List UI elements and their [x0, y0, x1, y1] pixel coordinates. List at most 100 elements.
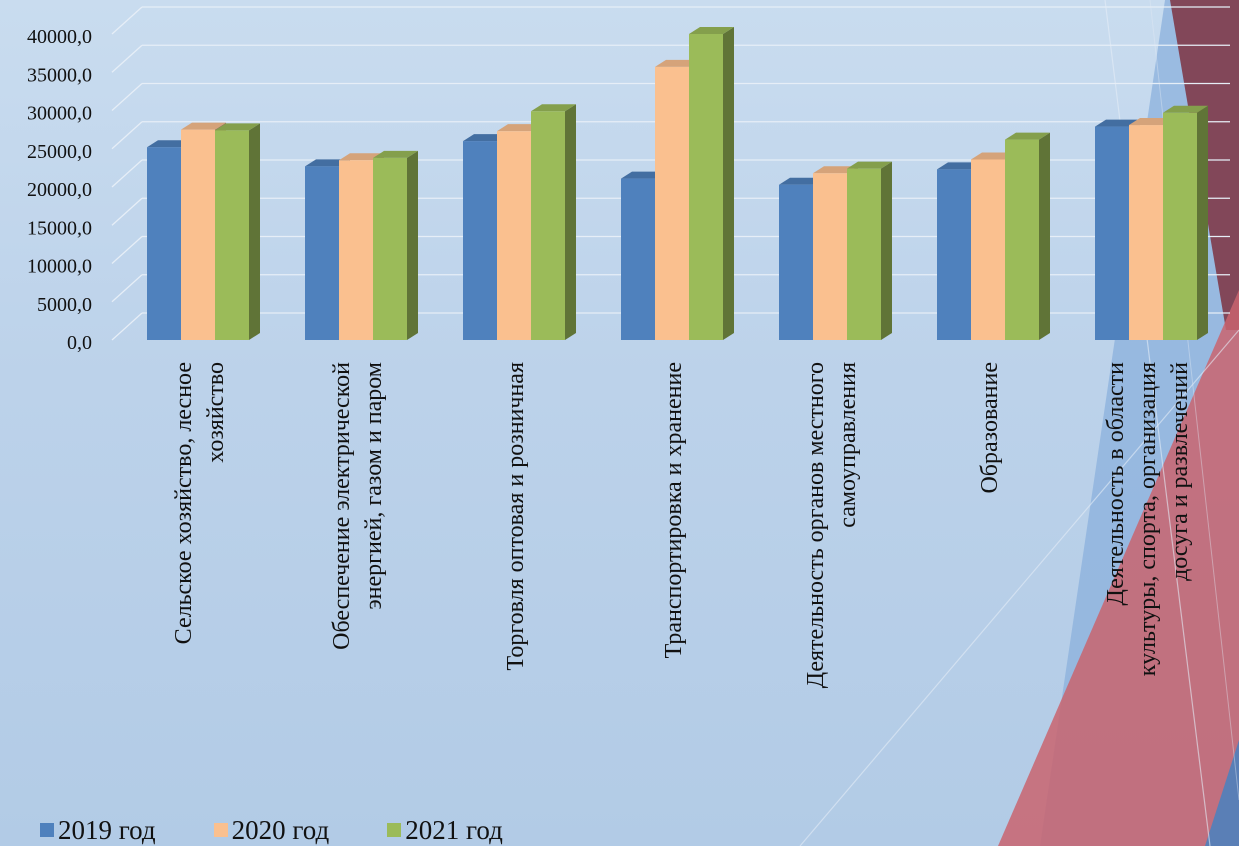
y-tick-label: 40000,0 — [27, 26, 92, 48]
y-tick-label: 30000,0 — [27, 103, 92, 125]
x-axis: Сельское хозяйство, лесное хозяйство Обесп… — [171, 362, 1193, 688]
bar-top — [531, 104, 576, 112]
gridline-diag — [111, 44, 143, 73]
bar-front — [689, 34, 723, 340]
gridline-diag — [111, 197, 143, 226]
bar-top — [463, 134, 508, 142]
chart-legend: 2019 год 2020 год 2021 год — [40, 815, 503, 845]
x-tick-label-line: самоуправления — [835, 362, 861, 528]
decor-blue-corner — [1205, 740, 1239, 846]
bar-side — [407, 150, 418, 340]
legend-label-2021: 2021 год — [405, 814, 503, 845]
bar-front — [339, 160, 373, 340]
bar-front — [1005, 139, 1039, 340]
bar-top — [339, 153, 384, 161]
y-tick-label: 10000,0 — [27, 256, 92, 278]
bar-top — [847, 161, 892, 169]
bar-front — [779, 184, 813, 340]
bar — [373, 150, 418, 340]
bar-front — [305, 166, 339, 340]
x-tick-label: Транспортировка и хранение — [661, 362, 687, 658]
x-tick-label: Деятельность в области культуры, спорта, … — [1103, 362, 1193, 676]
y-tick-label: 25000,0 — [27, 141, 92, 163]
x-tick-label-line: досуга и развлечений — [1167, 362, 1193, 581]
x-tick-label-line: Образование — [977, 362, 1003, 494]
legend-swatch-2021 — [387, 823, 402, 837]
x-tick-label-line: Торговля оптовая и розничная — [503, 362, 529, 670]
bar-top — [937, 162, 982, 170]
bar-side — [249, 123, 260, 340]
gridline-diag — [111, 236, 143, 264]
bar-front — [497, 131, 531, 340]
bar-top — [1095, 119, 1140, 127]
gridline-diag — [111, 6, 143, 35]
bar-front — [1129, 125, 1163, 340]
bar-top — [497, 124, 542, 132]
bar-top — [971, 152, 1016, 160]
bar-top — [215, 123, 260, 131]
bar-front — [655, 66, 689, 341]
decor-light-red-band — [998, 290, 1239, 846]
bar-top — [181, 122, 226, 130]
gridline-diag — [111, 312, 143, 341]
bar-front — [215, 130, 249, 340]
bar-top — [305, 159, 350, 167]
gridline-diag — [111, 274, 143, 303]
x-tick-label-line: Обеспечение электрической — [329, 362, 355, 650]
x-tick-label: Обеспечение электрической энергией, газом… — [329, 362, 387, 650]
legend-item-2020: 2020 год — [213, 814, 330, 845]
bar-top — [689, 27, 734, 34]
bar-side — [881, 161, 892, 340]
x-tick-label: Сельское хозяйство, лесное хозяйство — [171, 362, 229, 644]
bar-front — [1095, 126, 1129, 340]
decor-line-2 — [799, 329, 1239, 846]
y-axis: 0,0 5000,0 10000,0 15000,0 20000,0 25000,0 300… — [27, 26, 92, 354]
bar-top — [813, 166, 858, 174]
gridline-diag — [111, 121, 143, 150]
y-tick-label: 35000,0 — [27, 64, 92, 86]
bar-front — [971, 159, 1005, 340]
legend-label-2019: 2019 год — [58, 814, 156, 845]
y-tick-label: 0,0 — [67, 332, 92, 354]
x-tick-label-line: Деятельность в области — [1103, 362, 1129, 606]
bar-side — [565, 104, 576, 340]
legend-label-2020: 2020 год — [231, 814, 330, 845]
legend-swatch-2019 — [40, 823, 54, 837]
bar — [1005, 132, 1050, 340]
bar-top — [621, 171, 666, 179]
bar-front — [1163, 112, 1197, 340]
bar-front — [147, 147, 181, 340]
bar-front — [813, 173, 847, 340]
legend-swatch-2020 — [213, 823, 228, 837]
x-tick-label: Торговля оптовая и розничная — [503, 362, 529, 670]
bar-front — [463, 141, 497, 340]
legend-item-2019: 2019 год — [40, 814, 156, 845]
x-tick-label-line: хозяйство — [203, 362, 229, 463]
bar-side — [1197, 105, 1208, 340]
x-tick-label-line: Сельское хозяйство, лесное — [171, 362, 197, 644]
x-tick-label-line: Транспортировка и хранение — [661, 362, 687, 658]
bar-top — [655, 59, 700, 67]
x-tick-label: Образование — [977, 362, 1003, 494]
bar-top — [779, 177, 824, 185]
bar-side — [723, 27, 734, 340]
bar-top — [1129, 118, 1174, 126]
bar-top — [1163, 105, 1208, 113]
bar — [847, 161, 892, 340]
bar-front — [181, 129, 215, 340]
x-tick-label-line: Деятельность органов местного — [803, 362, 829, 688]
bar — [215, 123, 260, 340]
bar-front — [847, 168, 881, 340]
bar-top — [373, 150, 418, 158]
x-tick-label-line: энергией, газом и паром — [361, 362, 387, 610]
bar-front — [621, 178, 655, 340]
bar-side — [1039, 132, 1050, 340]
bar-top — [1005, 132, 1050, 140]
legend-item-2021: 2021 год — [387, 814, 503, 845]
bar — [689, 27, 734, 340]
y-tick-label: 20000,0 — [27, 179, 92, 201]
y-tick-label: 15000,0 — [27, 217, 92, 239]
bar — [531, 104, 576, 340]
gridline-diag — [111, 83, 143, 111]
